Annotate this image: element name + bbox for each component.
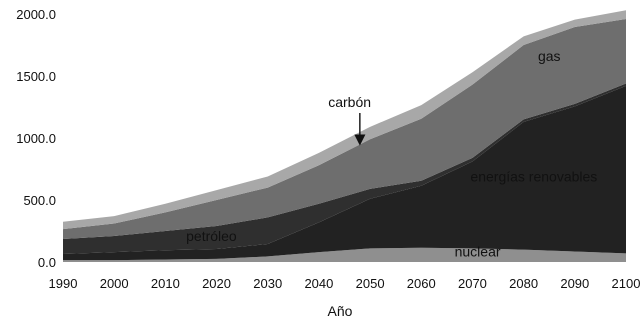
area-series-group	[63, 10, 626, 262]
y-tick-label: 1500.0	[16, 69, 56, 84]
area-petroleo	[63, 83, 626, 254]
x-tick-label: 2020	[202, 276, 231, 291]
series-label: carbón	[328, 94, 371, 110]
x-tick-label: 2030	[253, 276, 282, 291]
series-label: gas	[538, 48, 561, 64]
y-axis: 0.0 500.0 1000.0 1500.0 2000.0	[16, 7, 56, 270]
x-tick-label: 2000	[100, 276, 129, 291]
x-axis-title: Año	[328, 303, 353, 319]
y-tick-label: 2000.0	[16, 7, 56, 22]
x-tick-label: 2080	[509, 276, 538, 291]
y-tick-label: 500.0	[23, 193, 56, 208]
series-label: petróleo	[186, 228, 237, 244]
x-tick-label: 2070	[458, 276, 487, 291]
x-tick-label: 2060	[407, 276, 436, 291]
x-axis: 1990 2000 2010 2020 2030 2040 2050 2060 2070 2080…	[49, 276, 641, 291]
x-tick-label: 2090	[560, 276, 589, 291]
x-tick-label: 2050	[356, 276, 385, 291]
series-labels: gas carbón energías renovables petróleo nucl…	[186, 48, 597, 259]
area-carbon	[63, 10, 626, 230]
x-tick-label: 2010	[151, 276, 180, 291]
x-tick-label: 2100	[612, 276, 641, 291]
y-tick-label: 1000.0	[16, 131, 56, 146]
area-nuclear	[63, 247, 626, 262]
x-tick-label: 1990	[49, 276, 78, 291]
x-tick-label: 2040	[304, 276, 333, 291]
y-tick-label: 0.0	[38, 255, 56, 270]
area-gas	[63, 18, 626, 240]
series-label: energías renovables	[470, 168, 597, 184]
area-energias-renovables	[63, 85, 626, 261]
series-label: nuclear	[455, 243, 501, 259]
